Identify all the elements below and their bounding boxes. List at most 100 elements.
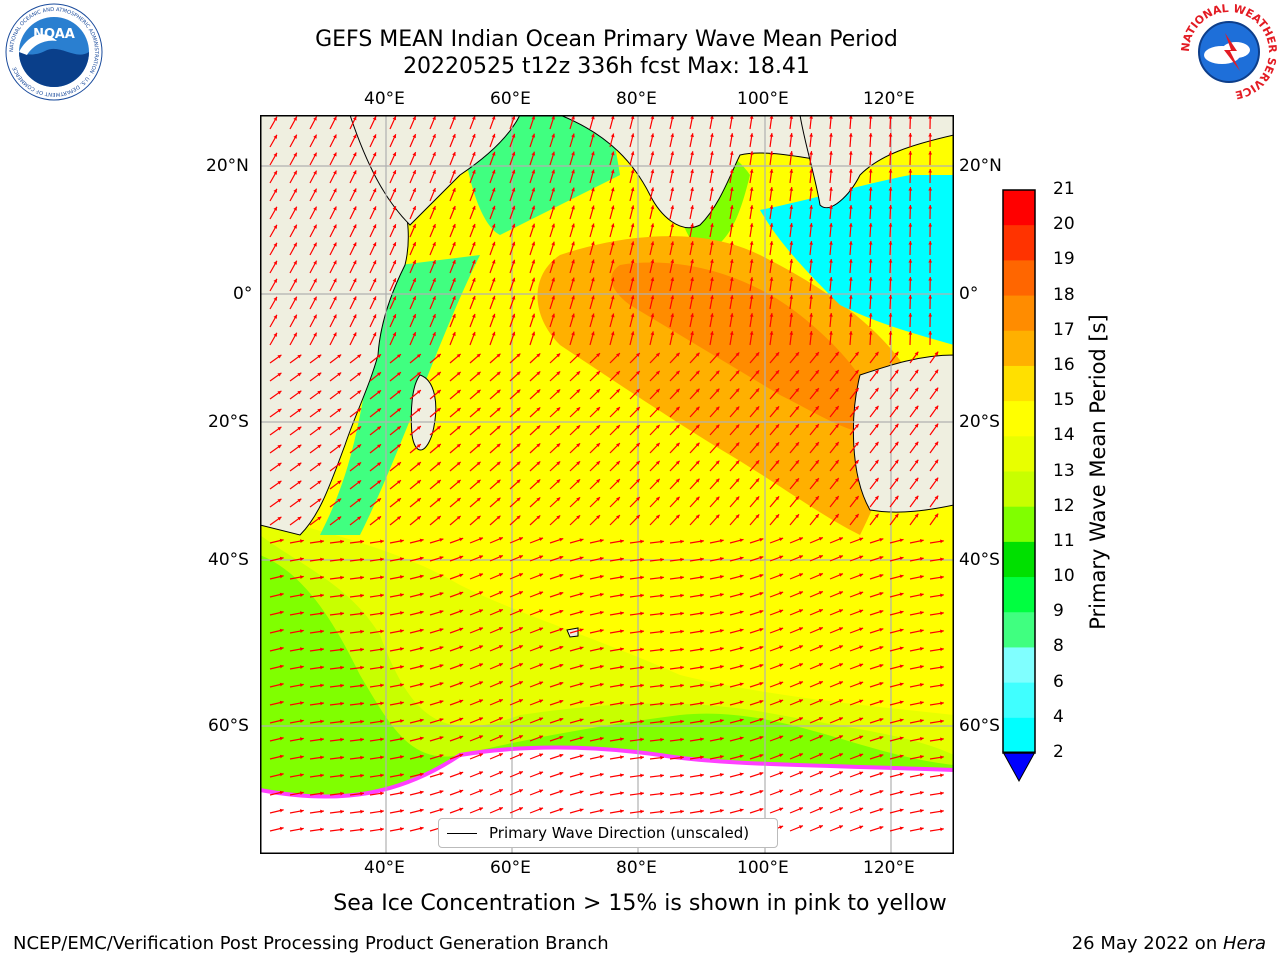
wave-arrow-head [700, 719, 704, 724]
wave-arrow-head [416, 444, 421, 448]
wave-arrow-head [596, 407, 600, 412]
wave-arrow-head [459, 573, 464, 578]
wave-arrow-head [273, 206, 277, 211]
lon-tick-top: 60°E [490, 89, 531, 109]
wave-arrow-head [616, 497, 620, 501]
wave-arrow-head [919, 557, 924, 561]
wave-arrow-head [439, 718, 444, 722]
wave-arrow-head [888, 223, 893, 227]
colorbar [1002, 189, 1036, 783]
wave-arrow-head [399, 737, 404, 741]
wave-arrow-head [735, 352, 740, 357]
wave-arrow-head [610, 277, 615, 282]
wave-arrow-head [377, 372, 382, 377]
wave-arrow-head [899, 700, 904, 705]
wave-arrow-head [655, 478, 660, 483]
wave-arrow-head [729, 241, 734, 245]
wave-arrow-head [377, 444, 382, 449]
wave-arrow-head [700, 593, 704, 598]
wave-arrow-head [372, 224, 377, 229]
wave-arrow-head [635, 514, 640, 519]
wave-arrow-head [815, 514, 819, 519]
colorbar-tick: 12 [1053, 495, 1075, 516]
wave-arrow-head [928, 277, 933, 281]
wave-arrow-head [715, 478, 720, 483]
wave-arrow-head [829, 223, 833, 227]
wave-arrow-head [516, 461, 521, 466]
wave-arrow-head [798, 735, 803, 739]
wave-arrow-head [439, 610, 444, 614]
wave-arrow-head [556, 515, 561, 520]
wave-arrow-head [556, 479, 561, 484]
wave-arrow-head [491, 277, 496, 282]
wave-arrow-head [620, 773, 624, 778]
wave-arrow-head [755, 514, 760, 519]
wave-arrow-head [829, 151, 833, 155]
wave-arrow-head [675, 424, 680, 429]
wave-arrow-head [297, 444, 302, 449]
wave-arrow-head [735, 424, 740, 429]
wave-arrow-head [919, 827, 924, 831]
wave-arrow-head [337, 480, 342, 485]
wave-arrow-head [412, 152, 416, 157]
wave-arrow-head [854, 441, 859, 446]
wave-arrow-head [914, 441, 919, 446]
wave-arrow-head [476, 443, 481, 448]
wave-arrow-head [829, 277, 833, 281]
wave-arrow-head [299, 611, 304, 615]
lat-tick-left: 20°S [208, 412, 249, 432]
wave-arrow-head [690, 169, 694, 174]
wave-arrow-head [620, 611, 624, 616]
wave-arrow-head [579, 754, 584, 759]
wave-arrow-head [439, 628, 444, 632]
wave-arrow-head [690, 259, 694, 264]
wave-arrow-head [769, 331, 774, 335]
wave-arrow-head [715, 460, 720, 465]
wave-arrow-head [735, 442, 740, 447]
wave-arrow-head [874, 387, 879, 392]
wave-arrow-head [700, 629, 704, 634]
wave-arrow-head [479, 555, 483, 559]
wave-arrow-head [516, 371, 521, 376]
wave-arrow-head [352, 206, 357, 211]
wave-arrow-head [596, 443, 600, 448]
wave-arrow-head [518, 555, 523, 559]
wave-arrow-head [279, 610, 284, 615]
wave-arrow-head [650, 331, 655, 336]
wave-arrow-head [838, 627, 843, 631]
wave-arrow-head [436, 372, 441, 376]
wave-arrow-head [749, 133, 754, 137]
wave-arrow-head [854, 495, 859, 500]
wave-arrow-head [815, 352, 819, 357]
wave-arrow-head [695, 370, 700, 375]
wave-arrow-head [599, 556, 604, 561]
wave-arrow-head [317, 390, 322, 395]
wave-arrow-head [838, 573, 843, 577]
wave-arrow-head [838, 735, 843, 739]
wave-arrow-head [690, 241, 694, 246]
wave-arrow-head [352, 152, 357, 157]
wave-arrow-head [700, 557, 704, 562]
wave-arrow-head [640, 809, 644, 814]
wave-arrow-head [293, 188, 297, 193]
wave-arrow-head [630, 295, 635, 300]
wave-arrow-head [313, 278, 317, 283]
wave-arrow-head [337, 444, 342, 449]
wave-arrow-head [380, 791, 384, 796]
wave-arrow-head [399, 575, 404, 579]
wave-arrow-head [559, 573, 564, 578]
wave-arrow-head [635, 388, 640, 393]
wave-arrow-head [313, 116, 317, 121]
wave-arrow-head [818, 537, 823, 541]
wave-arrow-head [377, 390, 382, 395]
wave-arrow-head [755, 406, 760, 411]
wave-arrow-head [715, 370, 720, 375]
wave-arrow-head [620, 683, 624, 688]
wave-arrow-head [635, 496, 640, 501]
wave-arrow-head [511, 241, 516, 246]
wave-arrow-head [795, 352, 799, 357]
wave-arrow-head [859, 699, 864, 704]
wave-arrow-head [498, 807, 503, 811]
lat-tick-left: 20°N [206, 156, 249, 176]
wave-arrow-head [859, 681, 864, 686]
